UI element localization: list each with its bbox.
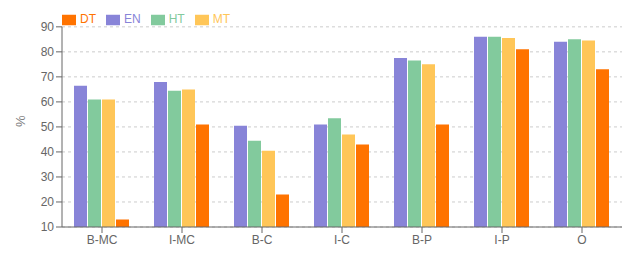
svg-text:90: 90 <box>41 20 55 34</box>
svg-text:O: O <box>577 233 586 247</box>
svg-text:80: 80 <box>41 45 55 59</box>
svg-text:60: 60 <box>41 95 55 109</box>
svg-text:70: 70 <box>41 70 55 84</box>
html-text:DT: DT <box>80 12 96 26</box>
html-text:HT: HT <box>168 12 185 26</box>
svg-text:B-MC: B-MC <box>87 233 118 247</box>
html-text:EN: EN <box>124 12 141 26</box>
svg-text:%: % <box>13 115 28 127</box>
svg-text:I-P: I-P <box>494 233 509 247</box>
svg-text:20: 20 <box>41 195 55 209</box>
html-text:MT: MT <box>212 12 230 26</box>
svg-text:50: 50 <box>41 120 55 134</box>
svg-text:10: 10 <box>41 220 55 234</box>
svg-text:I-MC: I-MC <box>169 233 195 247</box>
svg-text:30: 30 <box>41 170 55 184</box>
svg-text:40: 40 <box>41 145 55 159</box>
svg-text:B-P: B-P <box>412 233 432 247</box>
svg-text:B-C: B-C <box>252 233 273 247</box>
svg-text:I-C: I-C <box>334 233 350 247</box>
